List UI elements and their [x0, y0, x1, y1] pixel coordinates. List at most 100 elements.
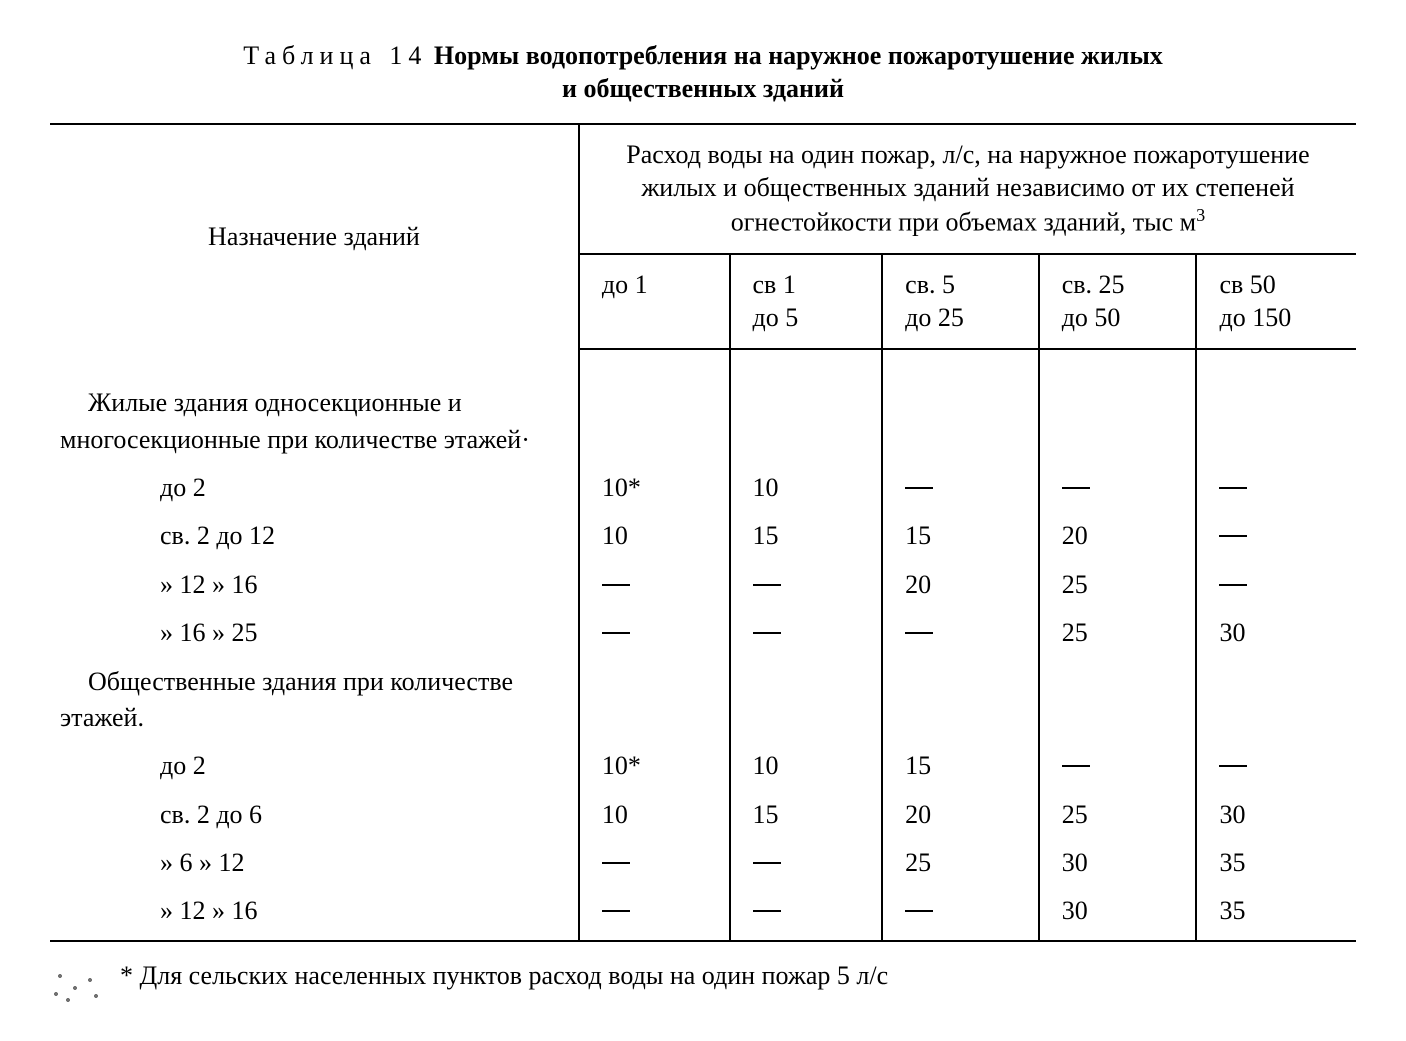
table-row: » 6 » 12 25 30 35	[50, 839, 1356, 887]
cell: 10*	[579, 464, 730, 512]
table-row: до 2 10* 10 15	[50, 742, 1356, 790]
cell-value: 15	[753, 800, 779, 829]
cell: 30	[1196, 791, 1356, 839]
cell-value: 15	[905, 751, 931, 780]
table-row: » 16 » 25 25 30	[50, 609, 1356, 657]
cell: 35	[1196, 887, 1356, 940]
col-head-0: до 1	[579, 254, 730, 349]
spacer-row	[50, 349, 1356, 379]
row-label: св. 2 до 6	[50, 791, 579, 839]
cell	[1196, 512, 1356, 560]
cell: 20	[882, 791, 1039, 839]
cell-value: 20	[905, 570, 931, 599]
table-row: до 2 10* 10	[50, 464, 1356, 512]
cell: 25	[1039, 609, 1197, 657]
cell: 35	[1196, 839, 1356, 887]
cell-value	[753, 570, 781, 599]
cell	[882, 464, 1039, 512]
header-right-block: Расход воды на один пожар, л/с, на наруж…	[579, 124, 1356, 254]
cell: 15	[730, 791, 883, 839]
cell: 10	[730, 464, 883, 512]
cell-value: 20	[1062, 521, 1088, 550]
col-head-4-text: св 50до 150	[1219, 270, 1291, 332]
cell-value: 25	[1062, 618, 1088, 647]
cell: 10	[579, 512, 730, 560]
cell-value: 35	[1219, 848, 1245, 877]
cell-value	[1219, 473, 1247, 502]
section2-heading-row: Общественные здания при количестве этаже…	[50, 658, 1356, 743]
row-label: св. 2 до 12	[50, 512, 579, 560]
col-head-1-text: св 1до 5	[753, 270, 799, 332]
cell-value	[1219, 751, 1247, 780]
cell: 20	[1039, 512, 1197, 560]
cell-value: 20	[905, 800, 931, 829]
cell-value	[602, 618, 630, 647]
col-head-0-text: до 1	[602, 270, 648, 299]
row-label: » 12 » 16	[50, 561, 579, 609]
col-head-3-text: св. 25до 50	[1062, 270, 1125, 332]
cell: 10	[730, 742, 883, 790]
scan-noise-icon	[50, 966, 105, 1006]
cell-value	[905, 896, 933, 925]
cell-value	[753, 896, 781, 925]
cell: 15	[730, 512, 883, 560]
cell-value: 30	[1219, 800, 1245, 829]
cell	[579, 561, 730, 609]
cell-value	[753, 618, 781, 647]
header-row-1: Назначение зданий Расход воды на один по…	[50, 124, 1356, 254]
col-head-2: св. 5до 25	[882, 254, 1039, 349]
table-row: св. 2 до 6 10 15 20 25 30	[50, 791, 1356, 839]
cell-value: 35	[1219, 896, 1245, 925]
cell: 25	[882, 839, 1039, 887]
cell: 30	[1039, 887, 1197, 940]
cell	[882, 887, 1039, 940]
cell-value	[1219, 521, 1247, 550]
col-head-1: св 1до 5	[730, 254, 883, 349]
cell	[1196, 742, 1356, 790]
footnote-text: * Для сельских населенных пунктов расход…	[120, 961, 888, 990]
cell: 25	[1039, 561, 1197, 609]
cell	[1196, 464, 1356, 512]
row-label: до 2	[50, 742, 579, 790]
cell-value	[602, 570, 630, 599]
cell	[1196, 561, 1356, 609]
cell	[1039, 464, 1197, 512]
cell-value: 30	[1062, 848, 1088, 877]
cell-value: 10	[753, 751, 779, 780]
footnote: * Для сельских населенных пунктов расход…	[50, 960, 1356, 993]
cell	[579, 839, 730, 887]
cell	[882, 609, 1039, 657]
title-line1: Нормы водопотребления на наружное пожаро…	[434, 41, 1163, 70]
row-label: » 6 » 12	[50, 839, 579, 887]
cell: 25	[1039, 791, 1197, 839]
cell-value	[905, 618, 933, 647]
table-row: » 12 » 16 30 35	[50, 887, 1356, 940]
cell	[730, 561, 883, 609]
table-row: св. 2 до 12 10 15 15 20	[50, 512, 1356, 560]
cell	[730, 887, 883, 940]
cell: 30	[1196, 609, 1356, 657]
cell-value	[602, 896, 630, 925]
col-head-2-text: св. 5до 25	[905, 270, 964, 332]
cell-value	[602, 848, 630, 877]
cell-value: 15	[753, 521, 779, 550]
cell-value	[1062, 751, 1090, 780]
cell-value: 10	[602, 521, 628, 550]
data-table: Назначение зданий Расход воды на один по…	[50, 123, 1356, 942]
cell-value	[1219, 570, 1247, 599]
cell: 10*	[579, 742, 730, 790]
title-prefix: Таблица 14	[243, 41, 427, 70]
cell	[1039, 742, 1197, 790]
row-label: » 12 » 16	[50, 887, 579, 940]
title-line2: и общественных зданий	[562, 74, 844, 103]
cell-value: 30	[1219, 618, 1245, 647]
header-left: Назначение зданий	[50, 124, 579, 349]
header-right-text: Расход воды на один пожар, л/с, на наруж…	[626, 140, 1309, 237]
cell-value: 10	[753, 473, 779, 502]
row-label: до 2	[50, 464, 579, 512]
cell-value: 10*	[602, 751, 641, 780]
table-title: Таблица 14 Нормы водопотребления на нару…	[50, 40, 1356, 105]
header-right-sup: 3	[1196, 205, 1205, 225]
cell: 15	[882, 742, 1039, 790]
cell	[730, 839, 883, 887]
